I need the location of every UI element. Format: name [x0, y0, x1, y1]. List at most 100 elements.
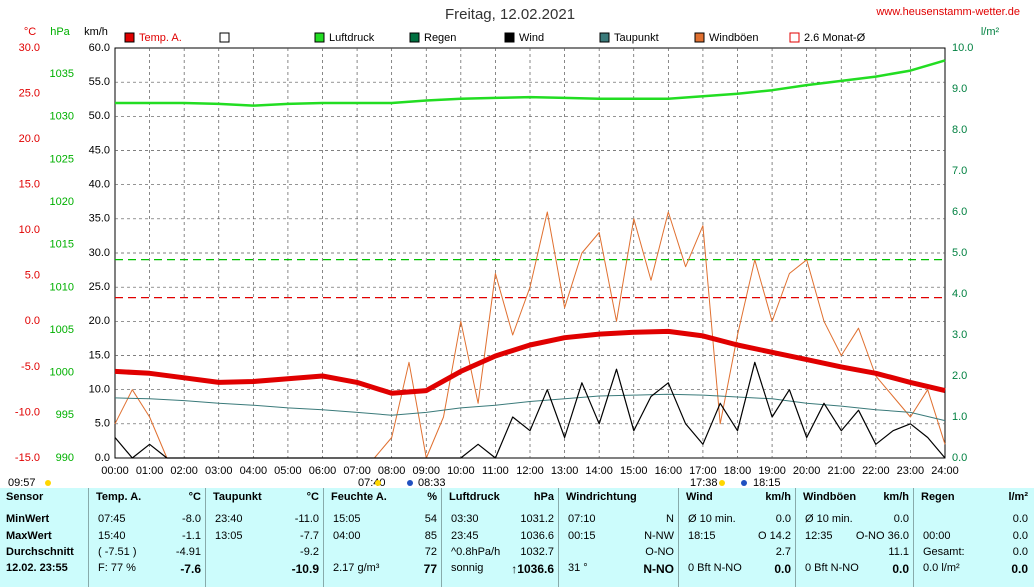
- y-tick-label: 3.0: [952, 329, 967, 341]
- cell-text: 0 Bft N-NO: [805, 562, 859, 574]
- y-tick-label: 15.0: [19, 179, 40, 191]
- legend-label: 2.6 Monat-Ø: [804, 32, 866, 44]
- y-tick-label: 1015: [50, 239, 74, 251]
- y-tick-label: 20.0: [89, 315, 110, 327]
- y-tick-label: 25.0: [89, 281, 110, 293]
- cell-value: -10.9: [291, 562, 319, 576]
- header-unit: km/h: [883, 491, 909, 503]
- cell-text: sonnig: [451, 562, 484, 574]
- sun-label: 18:15: [753, 477, 781, 488]
- cell-text: 23:45: [451, 530, 479, 542]
- x-tick-label: 02:00: [170, 465, 198, 477]
- y-tick-label: 5.0: [952, 247, 967, 259]
- row-label: MinWert: [6, 513, 50, 525]
- y-tick-label: 0.0: [25, 315, 40, 327]
- column-divider: [323, 488, 324, 587]
- cell-text: ^0.8hPa/h: [451, 546, 501, 558]
- y-tick-label: 6.0: [952, 206, 967, 218]
- cell-text: 04:00: [333, 530, 361, 542]
- legend-label: Wind: [519, 32, 544, 44]
- legend-label: Windböen: [709, 32, 759, 44]
- x-tick-label: 08:00: [378, 465, 406, 477]
- cell-text: 03:30: [451, 513, 479, 525]
- row-label: Durchschnitt: [6, 546, 74, 558]
- legend-swatch: [504, 32, 515, 43]
- axis-unit: l/m²: [981, 26, 1000, 38]
- y-tick-label: 1.0: [952, 411, 967, 423]
- legend-label: Temp. A.: [139, 32, 182, 44]
- y-tick-label: 30.0: [19, 42, 40, 54]
- cell-value: -9.2: [300, 546, 319, 558]
- cell-value: -4.91: [175, 546, 201, 558]
- column-divider: [441, 488, 442, 587]
- cell-text: 15:05: [333, 513, 361, 525]
- cell-value: -7.7: [300, 530, 319, 542]
- y-tick-label: 10.0: [89, 384, 110, 396]
- x-tick-label: 23:00: [897, 465, 925, 477]
- cell-value: -11.0: [294, 513, 319, 525]
- sun-icon: [741, 480, 747, 486]
- cell-value: -8.0: [182, 513, 201, 525]
- legend-swatch: [789, 32, 800, 43]
- header-cell: Luftdruck: [449, 491, 500, 503]
- y-tick-label: 1000: [50, 367, 74, 379]
- cell-value: ↑1036.6: [511, 562, 554, 576]
- x-tick-label: 11:00: [482, 465, 509, 477]
- y-tick-label: -15.0: [15, 452, 40, 464]
- cell-value: -1.1: [182, 530, 201, 542]
- row-label: 12.02. 23:55: [6, 562, 68, 574]
- axis-unit: °C: [24, 26, 36, 38]
- header-unit: %: [427, 491, 437, 503]
- y-tick-label: 35.0: [89, 213, 110, 225]
- cell-value: 54: [424, 513, 437, 525]
- cell-value: N-NO: [643, 562, 674, 576]
- y-tick-label: 30.0: [89, 247, 110, 259]
- column-divider: [205, 488, 206, 587]
- series-line: [114, 393, 946, 422]
- y-tick-label: 995: [56, 409, 74, 421]
- header-cell: Regen: [921, 491, 955, 503]
- y-tick-label: 10.0: [19, 224, 40, 236]
- sun-label: 17:38: [690, 477, 718, 488]
- legend-label: Taupunkt: [614, 32, 659, 44]
- x-tick-label: 18:00: [724, 465, 752, 477]
- cell-text: 0 Bft N-NO: [688, 562, 742, 574]
- y-tick-label: 40.0: [89, 179, 110, 191]
- x-tick-label: 22:00: [862, 465, 890, 477]
- header-cell: Feuchte A.: [331, 491, 387, 503]
- legend-swatch: [409, 32, 420, 43]
- x-tick-label: 12:00: [516, 465, 544, 477]
- sun-label: 07:40: [358, 477, 386, 488]
- header-cell: Temp. A.: [96, 491, 142, 503]
- column-divider: [795, 488, 796, 587]
- cell-text: Gesamt:: [923, 546, 965, 558]
- y-tick-label: 60.0: [89, 42, 110, 54]
- y-tick-label: 1030: [50, 111, 74, 123]
- series-line: [114, 361, 946, 459]
- x-tick-label: 14:00: [585, 465, 613, 477]
- series-line: [115, 59, 946, 107]
- y-tick-label: 5.0: [95, 418, 110, 430]
- x-tick-label: 05:00: [274, 465, 302, 477]
- sun-icon: [719, 480, 725, 486]
- cell-text: 15:40: [98, 530, 126, 542]
- x-tick-label: 19:00: [758, 465, 786, 477]
- cell-text: Ø 10 min.: [688, 513, 736, 525]
- cell-value: O 14.2: [757, 530, 791, 542]
- cell-value: 0.0: [893, 513, 909, 525]
- y-tick-label: 45.0: [89, 144, 110, 156]
- axis-unit: km/h: [84, 26, 108, 38]
- y-tick-label: 15.0: [89, 349, 110, 361]
- y-tick-label: 1025: [50, 153, 74, 165]
- cell-text: 00:15: [568, 530, 596, 542]
- y-tick-label: 0.0: [952, 452, 967, 464]
- y-tick-label: -10.0: [15, 406, 40, 418]
- y-tick-label: 50.0: [89, 110, 110, 122]
- sun-icon: [45, 480, 51, 486]
- y-tick-label: 5.0: [25, 270, 40, 282]
- x-tick-label: 00:00: [101, 465, 129, 477]
- row-label: MaxWert: [6, 530, 52, 542]
- y-tick-label: 1035: [50, 68, 74, 80]
- cell-value: 77: [423, 562, 437, 576]
- y-tick-label: 7.0: [952, 165, 967, 177]
